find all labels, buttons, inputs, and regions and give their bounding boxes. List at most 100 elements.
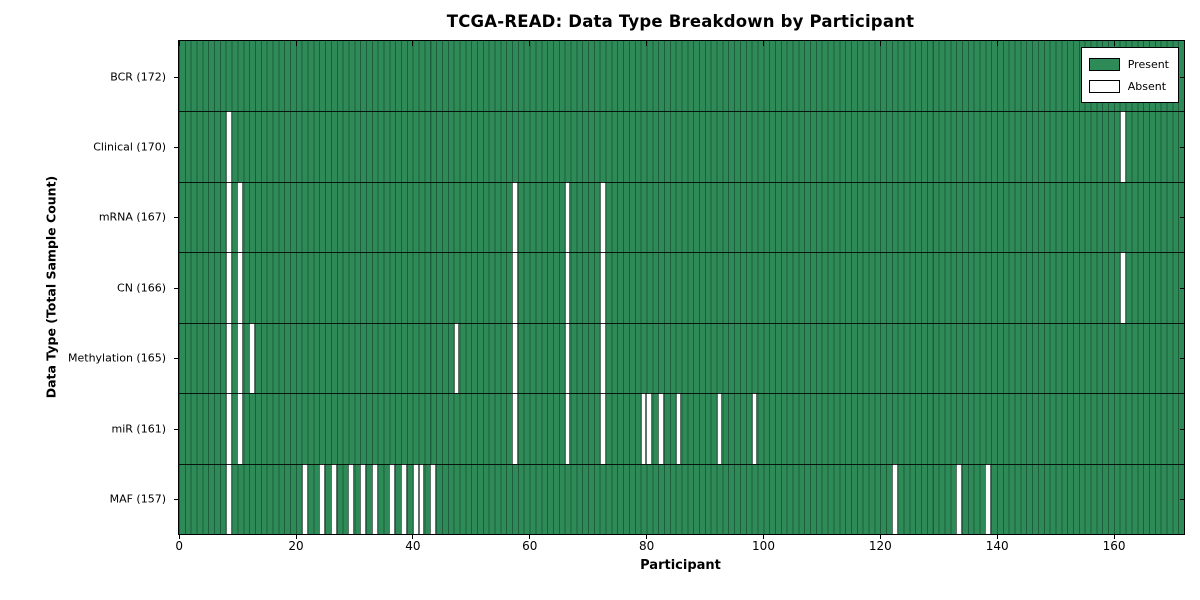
y-tick <box>173 499 178 501</box>
x-tick-label: 140 <box>985 539 1009 553</box>
x-tick <box>178 534 180 539</box>
x-tick-label: 120 <box>868 539 892 553</box>
present-swatch-icon <box>1088 57 1120 71</box>
y-tick-right <box>1180 499 1185 501</box>
row-separator <box>179 252 1184 254</box>
x-tick-label: 60 <box>522 539 538 553</box>
y-tick <box>173 358 178 360</box>
x-tick <box>1113 534 1115 539</box>
row-separator <box>179 393 1184 395</box>
absent-cell <box>658 393 664 464</box>
absent-cell <box>389 463 396 534</box>
absent-cell <box>453 322 460 394</box>
y-tick-label-clinical: Clinical (170) <box>93 140 166 154</box>
absent-cell <box>891 463 898 534</box>
x-tick <box>879 534 881 539</box>
absent-cell <box>512 322 518 394</box>
x-tick <box>646 534 648 539</box>
absent-cell <box>564 393 571 464</box>
absent-cell <box>225 322 232 394</box>
absent-cell <box>225 181 232 253</box>
y-tick <box>173 147 178 149</box>
absent-cell <box>599 181 606 253</box>
absent-cell <box>225 252 232 323</box>
absent-cell <box>225 393 232 464</box>
y-tick-label-maf: MAF (157) <box>109 492 166 506</box>
row-band-mir <box>179 393 1184 464</box>
absent-cell <box>237 252 244 323</box>
absent-cell <box>716 393 723 464</box>
x-tick <box>412 534 414 539</box>
y-tick-label-methylation: Methylation (165) <box>68 351 166 365</box>
absent-cell <box>301 463 308 534</box>
absent-cell <box>360 463 366 534</box>
y-tick-right <box>1180 287 1185 289</box>
row-separator <box>179 111 1184 113</box>
y-tick-label-mir: miR (161) <box>111 422 167 436</box>
legend-item-present: Present <box>1088 53 1169 75</box>
absent-cell <box>330 463 337 534</box>
y-tick-right <box>1180 76 1185 78</box>
absent-cell <box>371 463 378 534</box>
x-tick <box>529 534 531 539</box>
x-tick-label: 0 <box>175 539 184 553</box>
x-tick-top <box>996 41 998 46</box>
chart-title: TCGA-READ: Data Type Breakdown by Partic… <box>446 12 915 31</box>
legend: Present Absent <box>1080 47 1179 103</box>
absent-cell <box>412 463 419 534</box>
absent-cell <box>564 252 571 323</box>
x-tick-top <box>529 41 531 46</box>
absent-cell <box>319 463 326 534</box>
plot-area <box>178 40 1185 535</box>
y-tick <box>173 76 178 78</box>
absent-cell <box>225 111 232 182</box>
absent-cell <box>956 463 962 534</box>
absent-cell <box>512 393 518 464</box>
absent-swatch-icon <box>1088 79 1120 93</box>
x-tick-top <box>646 41 648 46</box>
x-tick-label: 100 <box>752 539 775 553</box>
y-tick-right <box>1180 358 1185 360</box>
row-band-bcr <box>179 41 1184 112</box>
y-tick <box>173 428 178 430</box>
absent-cell <box>599 252 606 323</box>
absent-cell <box>640 393 647 464</box>
row-separator <box>179 463 1184 465</box>
absent-cell <box>599 393 606 464</box>
x-tick-label: 40 <box>405 539 421 553</box>
y-axis-label: Data Type (Total Sample Count) <box>43 175 59 399</box>
y-tick <box>173 287 178 289</box>
absent-cell <box>985 463 992 534</box>
absent-cell <box>418 463 425 534</box>
absent-cell <box>1119 252 1126 323</box>
absent-cell <box>401 463 407 534</box>
x-tick <box>763 534 764 539</box>
absent-cell <box>237 393 244 464</box>
x-tick-label: 160 <box>1102 539 1126 553</box>
x-tick-top <box>412 41 414 46</box>
y-tick-right <box>1180 217 1185 219</box>
absent-cell <box>225 463 232 534</box>
x-tick-top <box>1113 41 1115 46</box>
absent-cell <box>237 181 244 253</box>
row-band-maf <box>179 463 1184 534</box>
x-tick <box>295 534 297 539</box>
row-band-cn <box>179 252 1184 323</box>
row-band-mrna <box>179 181 1184 253</box>
legend-label-present: Present <box>1127 57 1169 71</box>
y-tick <box>173 217 178 219</box>
absent-cell <box>564 322 571 394</box>
legend-label-absent: Absent <box>1127 79 1167 93</box>
x-tick-top <box>879 41 881 46</box>
row-separator <box>179 181 1184 183</box>
x-tick <box>996 534 998 539</box>
absent-cell <box>1119 111 1126 182</box>
absent-cell <box>675 393 682 464</box>
y-tick-label-mrna: mRNA (167) <box>98 210 166 224</box>
absent-cell <box>599 322 606 394</box>
absent-cell <box>512 252 518 323</box>
row-band-clinical <box>179 111 1184 182</box>
absent-cell <box>348 463 355 534</box>
x-tick-top <box>178 41 180 46</box>
